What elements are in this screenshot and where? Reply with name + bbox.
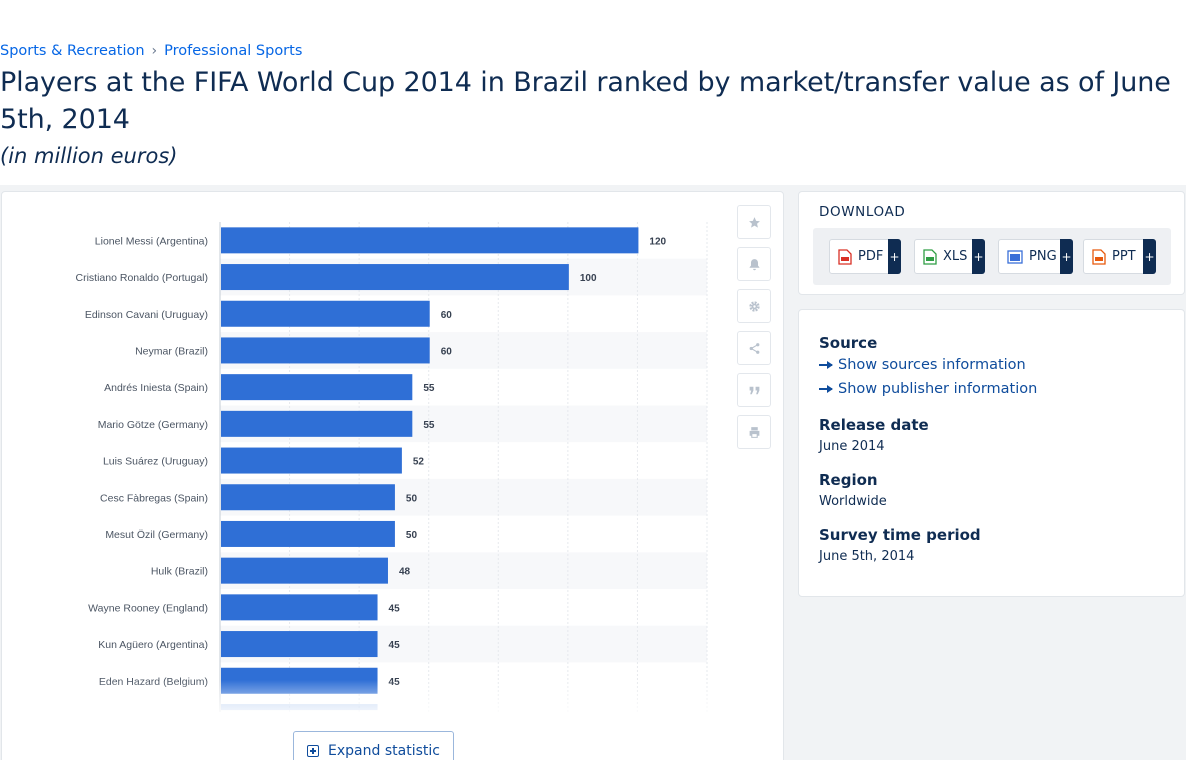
info-card: Source Show sources information Show pub… (798, 309, 1185, 597)
bell-icon (749, 258, 759, 270)
category-label: Hulk (Brazil) (151, 566, 208, 578)
download-ppt-plus: + (1143, 239, 1156, 274)
breadcrumb-sports-recreation[interactable]: Sports & Recreation (0, 43, 145, 59)
xls-file-icon (923, 248, 937, 265)
region-value: Worldwide (819, 494, 887, 509)
data-label: 55 (423, 383, 435, 394)
download-ppt-label: PPT (1112, 249, 1136, 264)
expand-statistic-button[interactable]: Expand statistic (293, 731, 454, 760)
expand-statistic-label: Expand statistic (328, 743, 440, 759)
ppt-file-icon (1092, 248, 1106, 265)
download-pdf-label: PDF (858, 249, 884, 264)
download-png-plus: + (1060, 239, 1073, 274)
category-label: Andrés Iniesta (Spain) (104, 382, 208, 394)
share-button[interactable] (737, 331, 771, 365)
download-ppt-button[interactable]: PPT + (1083, 239, 1156, 274)
bar[interactable] (221, 594, 378, 621)
bar-chart: Lionel Messi (Argentina) 120 Cristiano Ron… (76, 222, 708, 712)
download-card: DOWNLOAD PDF + XLS + PNG + PPT + (798, 191, 1185, 295)
download-buttons: PDF + XLS + PNG + PPT + (813, 228, 1171, 285)
data-label: 50 (406, 493, 418, 504)
source-label: Source (819, 334, 878, 352)
show-publisher-link[interactable]: Show publisher information (819, 381, 1037, 397)
show-sources-text: Show sources information (838, 357, 1026, 373)
gear-icon (748, 300, 760, 312)
download-xls-plus: + (972, 239, 985, 274)
star-icon (748, 216, 760, 228)
bar[interactable] (221, 667, 378, 694)
arrow-right-icon (819, 384, 833, 393)
bar[interactable] (221, 557, 388, 584)
arrow-right-icon (819, 360, 833, 369)
category-label: Kun Agüero (Argentina) (98, 639, 208, 651)
show-publisher-text: Show publisher information (838, 381, 1038, 397)
quote-icon (749, 386, 759, 394)
breadcrumb-separator-icon: › (151, 43, 158, 59)
download-title: DOWNLOAD (819, 204, 906, 220)
category-label: Eden Hazard (Belgium) (99, 676, 208, 688)
data-label: 50 (406, 530, 418, 541)
data-label: 100 (580, 273, 597, 284)
data-label: 55 (423, 420, 435, 431)
show-sources-link[interactable]: Show sources information (819, 357, 1026, 373)
download-png-button[interactable]: PNG + (998, 239, 1073, 274)
category-label: Cesc Fàbregas (Spain) (100, 492, 208, 504)
category-label: Wayne Rooney (England) (88, 602, 208, 614)
download-xls-label: XLS (943, 249, 968, 264)
bar[interactable] (221, 631, 378, 658)
download-pdf-plus: + (888, 239, 901, 274)
category-label: Mario Götze (Germany) (98, 419, 208, 431)
notification-button[interactable] (737, 247, 771, 281)
data-label: 45 (389, 677, 401, 688)
category-label: Luis Suárez (Uruguay) (103, 456, 208, 468)
bar-partial (221, 704, 378, 711)
share-icon (749, 342, 759, 354)
survey-period-value: June 5th, 2014 (819, 549, 915, 564)
release-date-value: June 2014 (819, 439, 885, 454)
bar[interactable] (221, 520, 395, 547)
bar[interactable] (221, 337, 430, 364)
data-label: 60 (441, 346, 453, 357)
print-icon (749, 426, 759, 438)
data-label: 60 (441, 310, 453, 321)
download-pdf-button[interactable]: PDF + (829, 239, 901, 274)
release-date-label: Release date (819, 416, 929, 434)
bar[interactable] (221, 484, 395, 511)
header-band (0, 0, 1186, 185)
category-label: Mesut Özil (Germany) (105, 529, 208, 541)
chart-card: Lionel Messi (Argentina) 120 Cristiano Ron… (1, 191, 784, 760)
breadcrumb: Sports & Recreation › Professional Sport… (0, 43, 302, 59)
data-label: 52 (413, 457, 425, 468)
survey-period-label: Survey time period (819, 526, 981, 544)
print-button[interactable] (737, 415, 771, 449)
chart-toolbar (737, 205, 773, 457)
data-label: 120 (649, 236, 666, 247)
download-png-label: PNG (1029, 249, 1057, 264)
category-label: Cristiano Ronaldo (Portugal) (76, 272, 208, 284)
png-file-icon (1007, 249, 1023, 264)
region-label: Region (819, 471, 878, 489)
bar[interactable] (221, 410, 413, 437)
expand-icon (307, 745, 320, 757)
favorite-button[interactable] (737, 205, 771, 239)
cite-button[interactable] (737, 373, 771, 407)
bar[interactable] (221, 447, 402, 474)
data-label: 45 (389, 603, 401, 614)
data-label: 48 (399, 567, 411, 578)
category-label: Edinson Cavani (Uruguay) (85, 309, 208, 321)
bar[interactable] (221, 300, 430, 327)
page-subtitle: (in million euros) (0, 144, 178, 168)
category-label: Neymar (Brazil) (135, 345, 208, 357)
data-label: 45 (389, 640, 401, 651)
settings-button[interactable] (737, 289, 771, 323)
bar[interactable] (221, 264, 569, 291)
page-title: Players at the FIFA World Cup 2014 in Br… (0, 67, 1171, 135)
category-label: Lionel Messi (Argentina) (95, 235, 208, 247)
bar[interactable] (221, 374, 413, 401)
breadcrumb-professional-sports[interactable]: Professional Sports (164, 43, 303, 59)
pdf-file-icon (838, 248, 852, 265)
bar[interactable] (221, 227, 639, 254)
download-xls-button[interactable]: XLS + (914, 239, 985, 274)
